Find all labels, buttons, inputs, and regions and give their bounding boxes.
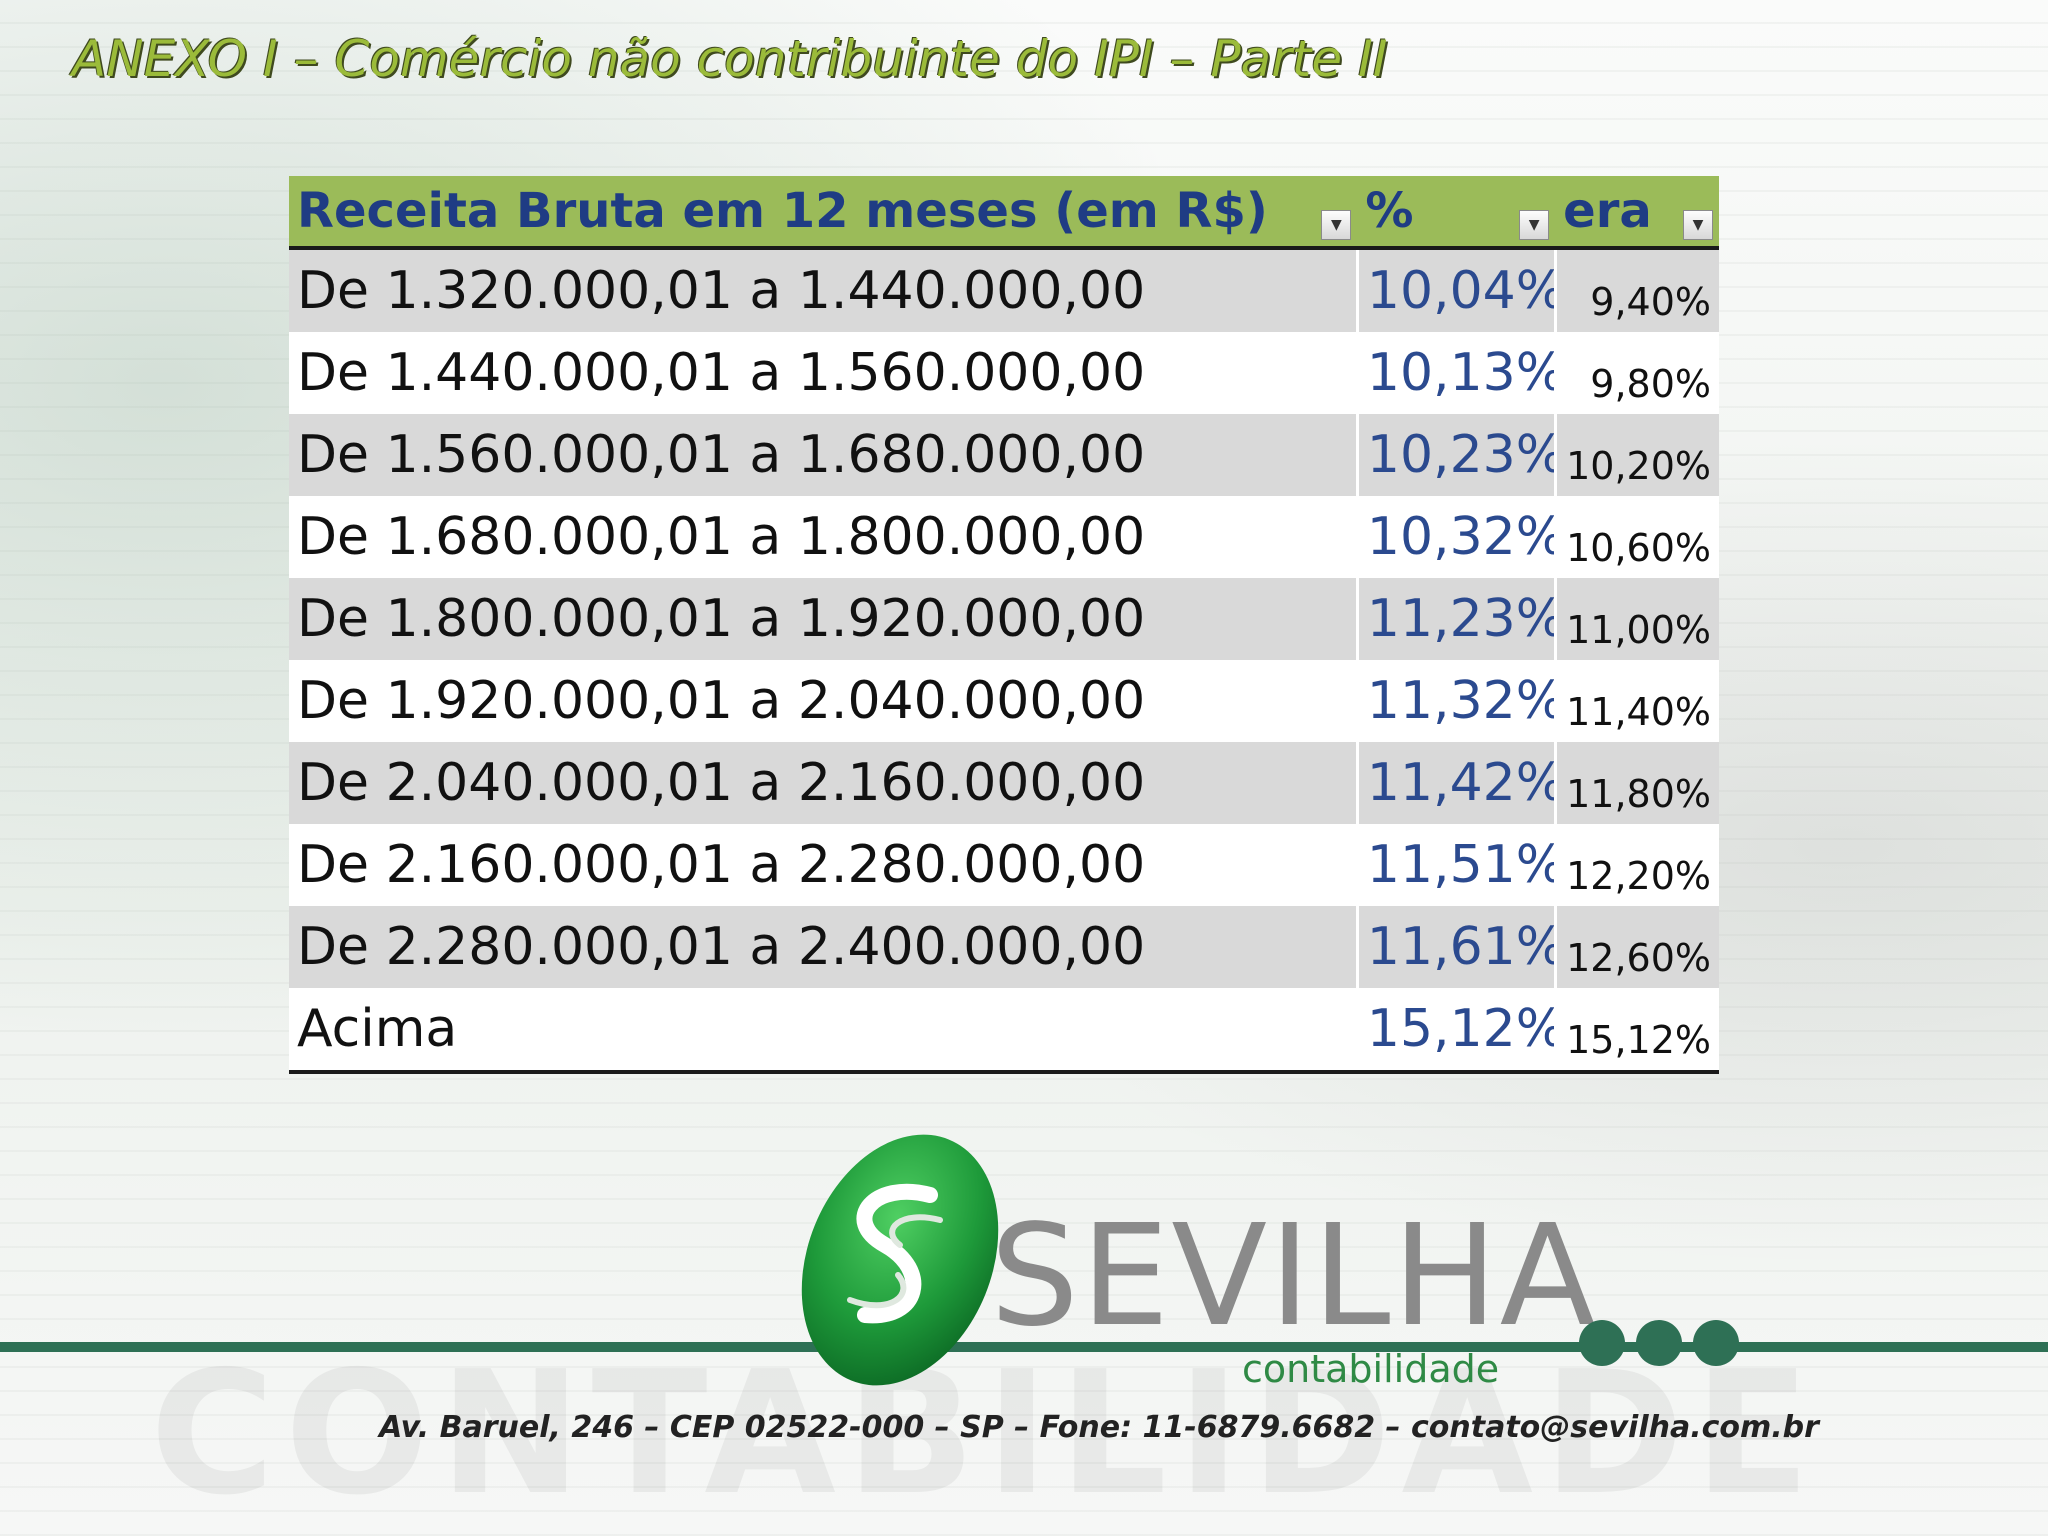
cell-pct: 11,23% xyxy=(1355,578,1556,660)
cell-range: De 1.320.000,01 a 1.440.000,00 xyxy=(289,248,1358,332)
filter-dropdown-pct[interactable]: ▼ xyxy=(1519,210,1550,240)
table-row: Acima 15,12% 15,12% xyxy=(289,988,1719,1074)
background-watermark: CONTABILIDADE xyxy=(150,1335,1821,1533)
cell-era: 11,00% xyxy=(1553,578,1719,660)
footer-contact: Av. Baruel, 246 – CEP 02522-000 – SP – F… xyxy=(379,1410,1819,1445)
cell-pct: 11,61% xyxy=(1355,906,1556,988)
chevron-down-icon: ▼ xyxy=(1528,217,1540,233)
table-row: De 1.800.000,01 a 1.920.000,00 11,23% 11… xyxy=(289,578,1719,660)
table-row: De 2.280.000,01 a 2.400.000,00 11,61% 12… xyxy=(289,906,1719,988)
cell-era: 11,40% xyxy=(1553,660,1719,742)
table-row: De 1.920.000,01 a 2.040.000,00 11,32% 11… xyxy=(289,660,1719,742)
logo-wordmark: SEVILHA xyxy=(990,1195,1598,1358)
header-era: era ▼ xyxy=(1555,176,1719,250)
cell-range: De 1.800.000,01 a 1.920.000,00 xyxy=(289,578,1358,660)
page-title: ANEXO I – Comércio não contribuinte do I… xyxy=(72,30,1388,88)
cell-era: 9,80% xyxy=(1553,332,1719,414)
rate-table: Receita Bruta em 12 meses (em R$) ▼ % ▼ … xyxy=(289,176,1719,1074)
table-row: De 1.440.000,01 a 1.560.000,00 10,13% 9,… xyxy=(289,332,1719,414)
cell-era: 11,80% xyxy=(1553,742,1719,824)
cell-pct: 10,32% xyxy=(1355,496,1556,578)
header-pct: % ▼ xyxy=(1357,176,1556,250)
chevron-down-icon: ▼ xyxy=(1692,217,1704,233)
header-range-label: Receita Bruta em 12 meses (em R$) xyxy=(297,183,1268,239)
cell-range: Acima xyxy=(289,988,1358,1074)
cell-range: De 1.920.000,01 a 2.040.000,00 xyxy=(289,660,1358,742)
company-logo: SEVILHA contabilidade xyxy=(780,1125,1595,1395)
cell-pct: 11,42% xyxy=(1355,742,1556,824)
cell-era: 10,20% xyxy=(1553,414,1719,496)
header-range: Receita Bruta em 12 meses (em R$) ▼ xyxy=(289,176,1358,250)
cell-era: 12,20% xyxy=(1553,824,1719,906)
cell-range: De 2.040.000,01 a 2.160.000,00 xyxy=(289,742,1358,824)
filter-dropdown-era[interactable]: ▼ xyxy=(1683,210,1713,240)
cell-pct: 10,04% xyxy=(1355,248,1556,332)
table-row: De 1.320.000,01 a 1.440.000,00 10,04% 9,… xyxy=(289,248,1719,332)
dot-icon xyxy=(1579,1320,1625,1366)
cell-era: 12,60% xyxy=(1553,906,1719,988)
logo-subtitle: contabilidade xyxy=(1242,1347,1500,1391)
table-row: De 2.040.000,01 a 2.160.000,00 11,42% 11… xyxy=(289,742,1719,824)
filter-dropdown-range[interactable]: ▼ xyxy=(1321,210,1352,240)
cell-range: De 1.560.000,01 a 1.680.000,00 xyxy=(289,414,1358,496)
cell-era: 15,12% xyxy=(1553,988,1719,1074)
cell-range: De 2.160.000,01 a 2.280.000,00 xyxy=(289,824,1358,906)
table-row: De 2.160.000,01 a 2.280.000,00 11,51% 12… xyxy=(289,824,1719,906)
cell-range: De 1.440.000,01 a 1.560.000,00 xyxy=(289,332,1358,414)
cell-pct: 10,23% xyxy=(1355,414,1556,496)
cell-era: 9,40% xyxy=(1553,248,1719,332)
cell-pct: 10,13% xyxy=(1355,332,1556,414)
cell-pct: 15,12% xyxy=(1355,988,1556,1074)
cell-era: 10,60% xyxy=(1553,496,1719,578)
cell-range: De 1.680.000,01 a 1.800.000,00 xyxy=(289,496,1358,578)
header-era-label: era xyxy=(1563,183,1652,239)
cell-pct: 11,32% xyxy=(1355,660,1556,742)
footer-divider-line xyxy=(0,1342,2048,1352)
dot-icon xyxy=(1693,1320,1739,1366)
cell-range: De 2.280.000,01 a 2.400.000,00 xyxy=(289,906,1358,988)
sevilha-s-emblem-icon xyxy=(801,1134,999,1386)
table-row: De 1.560.000,01 a 1.680.000,00 10,23% 10… xyxy=(289,414,1719,496)
decorative-dots xyxy=(1579,1320,1739,1370)
chevron-down-icon: ▼ xyxy=(1330,217,1342,233)
table-header-row: Receita Bruta em 12 meses (em R$) ▼ % ▼ … xyxy=(289,176,1719,250)
cell-pct: 11,51% xyxy=(1355,824,1556,906)
header-pct-label: % xyxy=(1365,183,1414,239)
dot-icon xyxy=(1636,1320,1682,1366)
table-row: De 1.680.000,01 a 1.800.000,00 10,32% 10… xyxy=(289,496,1719,578)
